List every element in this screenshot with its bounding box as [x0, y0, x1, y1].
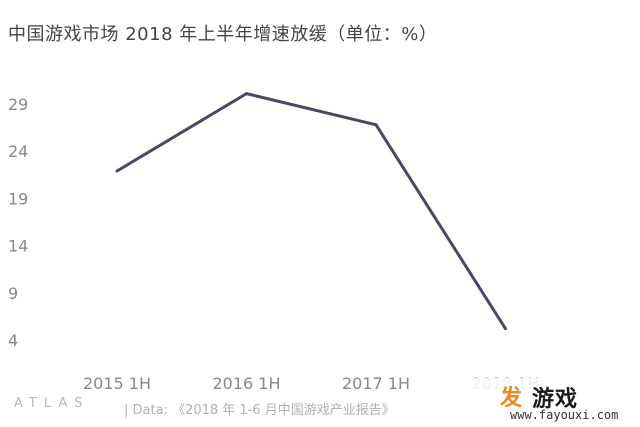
- data-point: [504, 327, 507, 331]
- watermark-backdrop: [428, 378, 640, 427]
- watermark-site-name: 游戏: [532, 387, 579, 412]
- data-point: [374, 123, 378, 127]
- data-point: [115, 169, 119, 173]
- data-point: [245, 92, 248, 96]
- watermark-url: www.fayouxi.com: [510, 408, 619, 422]
- x-tick-label: 2016 1H: [212, 374, 280, 393]
- x-tick-label: 2017 1H: [342, 374, 410, 393]
- series-line: [116, 92, 507, 330]
- watermark-logo-icon: 发: [500, 386, 523, 411]
- y-tick-label: 24: [8, 142, 28, 161]
- atlas-logo: ATLAS: [14, 396, 90, 411]
- y-tick-label: 4: [8, 331, 18, 350]
- y-tick-label: 14: [8, 237, 28, 256]
- y-tick-label: 19: [8, 189, 28, 208]
- y-tick-label: 29: [8, 95, 28, 114]
- chart-title: 中国游戏市场 2018 年上半年增速放缓（单位：%）: [8, 24, 438, 45]
- x-tick-label: 2015 1H: [83, 374, 151, 393]
- y-tick-label: 9: [8, 284, 18, 303]
- data-source: | Data: 《2018 年 1-6 月中国游戏产业报告》: [124, 403, 395, 418]
